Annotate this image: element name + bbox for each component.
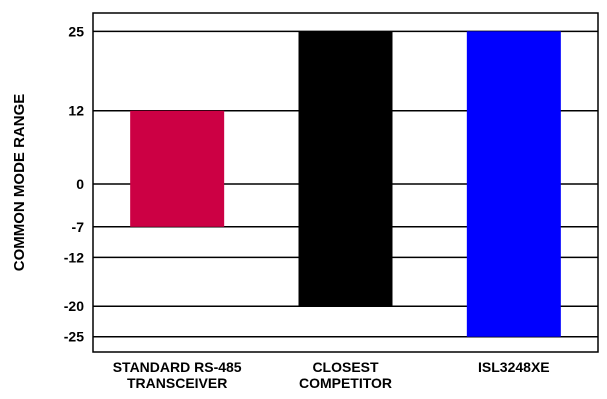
x-category-label: ISL3248XE <box>478 359 550 375</box>
range-bar <box>466 31 561 337</box>
y-tick-label: 0 <box>76 176 84 192</box>
y-tick-label: -7 <box>72 219 85 235</box>
range-bar <box>298 31 393 307</box>
y-tick-label: 25 <box>68 23 84 39</box>
x-category-label: STANDARD RS-485 TRANSCEIVER <box>113 359 242 391</box>
bars <box>130 31 561 337</box>
x-category-label: CLOSEST COMPETITOR <box>299 359 392 391</box>
y-tick-label: 12 <box>68 103 84 119</box>
y-tick-label: -12 <box>64 249 84 265</box>
y-axis-label: COMMON MODE RANGE <box>11 94 28 272</box>
range-bar <box>130 110 225 227</box>
y-tick-label: -25 <box>64 329 84 345</box>
x-category-labels: STANDARD RS-485 TRANSCEIVER CLOSEST COMPETI… <box>113 359 550 391</box>
plot-frame <box>92 12 599 353</box>
y-tick-label: -20 <box>64 298 84 314</box>
y-tick-labels: 25 12 0 -7 -12 -20 -25 <box>64 23 84 344</box>
